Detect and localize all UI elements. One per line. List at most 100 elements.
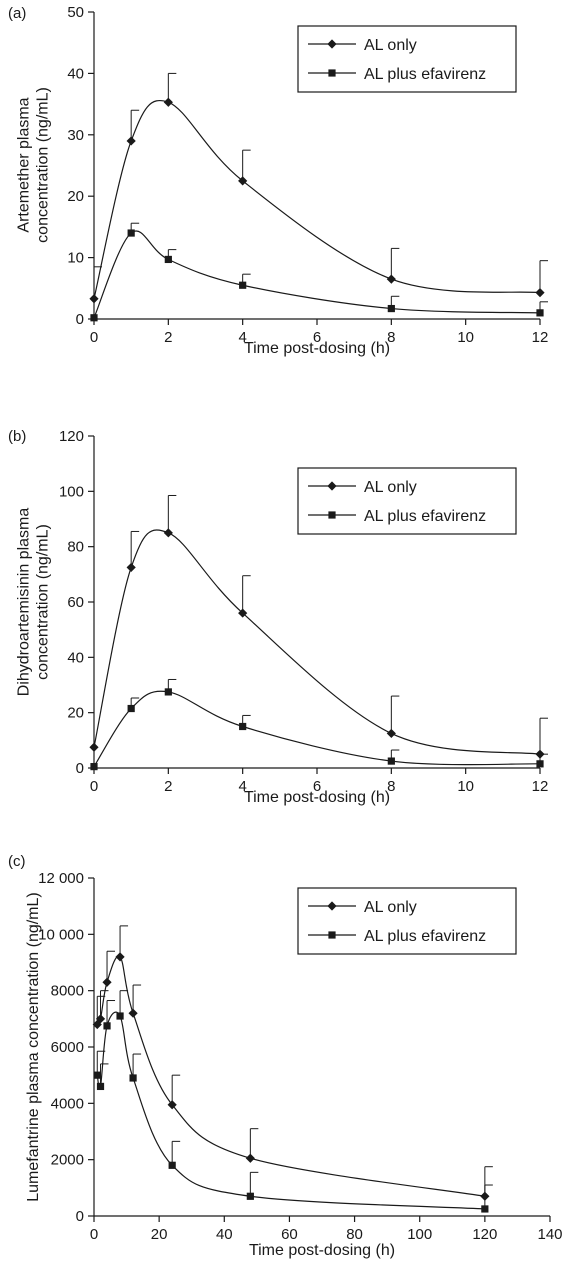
y-tick-label: 100 <box>59 483 84 500</box>
panel-label: (b) <box>8 428 26 445</box>
panel-label: (c) <box>8 853 26 870</box>
y-tick-label: 80 <box>67 539 84 556</box>
y-tick-label: 4000 <box>51 1095 84 1112</box>
data-point-diamond <box>245 1153 255 1163</box>
y-tick-label: 6000 <box>51 1039 84 1056</box>
data-point-diamond <box>89 294 99 304</box>
data-point-square <box>93 1071 101 1079</box>
series-line <box>93 230 541 319</box>
data-point-square <box>536 309 544 317</box>
x-tick-label: 0 <box>90 329 98 346</box>
legend-marker-diamond <box>327 481 337 491</box>
legend-marker-square <box>328 511 336 519</box>
data-point-square <box>90 763 98 771</box>
series-al-only <box>89 72 548 304</box>
series-al-only <box>89 494 548 759</box>
data-point-diamond <box>92 1019 102 1030</box>
x-tick-label: 10 <box>457 778 474 795</box>
data-point-diamond <box>89 742 99 752</box>
chart-panel-3: (c) 0 2000 4000 6000 8000 10 000 12 000 0 20 40 60 8… <box>8 853 563 1259</box>
y-axis-title: concentration (ng/mL) <box>35 87 52 243</box>
x-tick-label: 0 <box>90 1226 98 1243</box>
data-point-square <box>127 704 135 713</box>
data-point-square <box>127 229 135 237</box>
legend: AL only AL plus efavirenz <box>297 887 517 955</box>
y-tick-label: 50 <box>67 4 84 21</box>
series-line <box>93 100 541 299</box>
legend-label: AL plus efavirenz <box>364 928 486 945</box>
panel-label: (a) <box>8 5 26 22</box>
x-tick-label: 6 <box>313 778 321 795</box>
y-tick-label: 8000 <box>51 983 84 1000</box>
y-tick-label: 20 <box>67 705 84 722</box>
x-tick-label: 120 <box>472 1226 497 1243</box>
y-tick-label: 0 <box>76 1208 84 1225</box>
x-tick-label: 10 <box>457 329 474 346</box>
y-axis-title: Artemether plasma <box>16 97 33 232</box>
data-point-diamond <box>535 287 545 298</box>
x-tick-label: 6 <box>313 329 321 346</box>
y-tick-label: 0 <box>76 760 84 777</box>
series-line <box>93 690 541 767</box>
series-al-plus-efavirenz <box>90 222 548 322</box>
legend-marker-square <box>328 931 336 939</box>
x-tick-label: 8 <box>387 329 395 346</box>
y-tick-label: 60 <box>67 594 84 611</box>
y-tick-label: 0 <box>76 311 84 328</box>
series-al-only <box>92 925 493 1201</box>
y-tick-label: 40 <box>67 65 84 82</box>
data-point-diamond <box>102 977 112 987</box>
data-point-square <box>164 688 172 696</box>
x-tick-label: 140 <box>537 1226 562 1243</box>
data-point-diamond <box>115 952 125 962</box>
data-point-square <box>116 1012 124 1020</box>
x-tick-label: 60 <box>281 1226 298 1243</box>
data-point-square <box>246 1192 254 1200</box>
y-axis-title: Dihydroartemisinin plasma <box>16 508 33 697</box>
y-tick-label: 2000 <box>51 1152 84 1169</box>
x-tick-label: 12 <box>532 329 549 346</box>
y-tick-label: 40 <box>67 649 84 666</box>
series-line <box>93 529 541 755</box>
y-tick-label: 120 <box>59 428 84 445</box>
legend-frame <box>297 25 517 93</box>
data-point-diamond <box>167 1100 177 1110</box>
data-point-diamond <box>126 562 136 573</box>
legend: AL only AL plus efavirenz <box>297 467 517 535</box>
x-tick-label: 8 <box>387 778 395 795</box>
data-point-square <box>168 1161 176 1169</box>
x-tick-label: 20 <box>151 1226 168 1243</box>
y-tick-label: 10 000 <box>38 926 84 943</box>
x-axis-title: Time post-dosing (h) <box>249 1242 395 1259</box>
data-point-diamond <box>126 136 136 146</box>
legend-frame <box>297 467 517 535</box>
y-tick-label: 10 <box>67 250 84 267</box>
data-point-diamond <box>163 97 173 107</box>
x-tick-label: 40 <box>216 1226 233 1243</box>
chart-panel-2: (b) 0 20 40 60 80 100 120 0 2 4 6 8 10 12 Time post-dos… <box>8 428 548 806</box>
data-point-square <box>103 1022 111 1030</box>
data-point-square <box>239 722 247 731</box>
x-tick-label: 2 <box>164 778 172 795</box>
legend-marker-diamond <box>327 901 337 911</box>
x-tick-label: 80 <box>346 1226 363 1243</box>
chart-panel-1: (a) 0 10 20 30 40 50 0 2 4 6 8 10 12 Time post-dosing … <box>8 4 548 357</box>
x-tick-label: 12 <box>532 778 549 795</box>
y-axis-title: concentration (ng/mL) <box>35 524 52 680</box>
data-point-square <box>239 281 247 289</box>
legend: AL only AL plus efavirenz <box>297 25 517 93</box>
y-tick-label: 20 <box>67 188 84 205</box>
x-tick-label: 4 <box>238 329 246 346</box>
y-tick-label: 12 000 <box>38 870 84 887</box>
data-point-diamond <box>95 1014 106 1024</box>
legend-marker-square <box>328 69 336 77</box>
data-point-square <box>129 1074 137 1082</box>
data-point-diamond <box>238 176 248 186</box>
legend-frame <box>297 887 517 955</box>
legend-label: AL plus efavirenz <box>364 66 486 83</box>
data-point-square <box>536 760 544 768</box>
x-tick-label: 2 <box>164 329 172 346</box>
data-point-diamond <box>128 1008 138 1018</box>
legend-label: AL only <box>364 899 417 916</box>
